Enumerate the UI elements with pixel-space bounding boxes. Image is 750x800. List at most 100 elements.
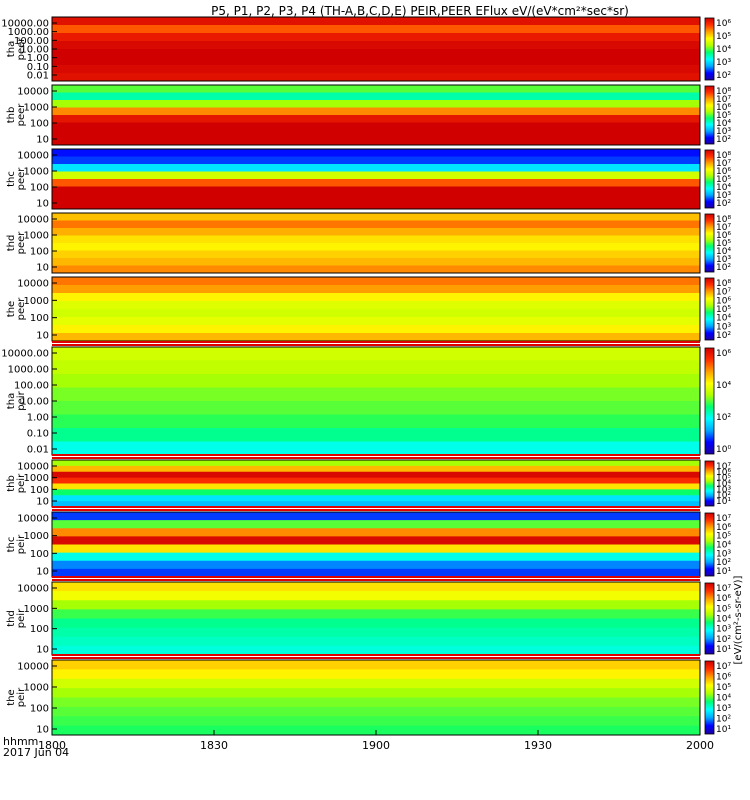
ytick-label: 0.10 xyxy=(27,429,49,440)
colorbar-tick-label: 10⁶ xyxy=(716,349,731,359)
xtick-label: 1900 xyxy=(362,739,390,752)
spectrogram-band xyxy=(52,660,700,670)
ytick-label: 100 xyxy=(30,485,49,496)
ylabel-product: peir xyxy=(16,687,27,707)
ytick-label: 10 xyxy=(36,725,49,736)
colorbar-tick-label: 10³ xyxy=(716,625,731,635)
colorbar-tick-label: 10⁷ xyxy=(716,514,731,524)
spectrogram-band xyxy=(52,92,700,101)
ylabel-product: peir xyxy=(16,608,27,628)
ytick-label: 10000 xyxy=(17,279,49,290)
panel-ylabel: thcpeer xyxy=(6,167,27,191)
spectrogram-band xyxy=(52,201,700,210)
ytick-label: 10 xyxy=(36,645,49,656)
ytick-label: 0.01 xyxy=(27,71,49,82)
ytick-label: 1000 xyxy=(24,296,49,307)
colorbar-tick-label: 10² xyxy=(716,635,731,645)
spectrogram-band xyxy=(52,228,700,236)
spectrogram-band xyxy=(52,235,700,244)
panel-ylabel: thapeer xyxy=(6,37,27,61)
ytick-label: 1000.00 xyxy=(8,27,49,38)
ylabel-probe: thd xyxy=(6,235,17,252)
panel-ylabel: thbpeir xyxy=(6,473,27,493)
ylabel-product: peer xyxy=(16,167,27,191)
separator-strip xyxy=(52,657,700,659)
colorbar-tick-label: 10⁴ xyxy=(716,541,731,551)
colorbar-tick-label: 10³ xyxy=(716,704,731,714)
spectrogram-band xyxy=(52,186,700,195)
ylabel-product: peer xyxy=(16,37,27,61)
colorbar-tick-label: 10⁵ xyxy=(716,175,731,185)
spectrogram-band xyxy=(52,285,700,294)
colorbar-tick-label: 10³ xyxy=(716,255,731,265)
spectrogram-band xyxy=(52,156,700,165)
spectrogram-band xyxy=(52,220,700,229)
separator-strip xyxy=(52,576,700,578)
spectrogram-band xyxy=(52,213,700,221)
ylabel-probe: tha xyxy=(6,41,17,57)
ytick-label: 100 xyxy=(30,119,49,130)
colorbar-tick-label: 10⁴ xyxy=(716,314,731,324)
spectrogram-band xyxy=(52,149,700,157)
xtick-label: 1830 xyxy=(200,739,228,752)
ytick-label: 10 xyxy=(36,263,49,274)
ytick-label: 1000 xyxy=(24,531,49,542)
colorbar-tick-label: 10⁴ xyxy=(716,45,731,55)
colorbar-tick-label: 10⁶ xyxy=(716,103,731,113)
panel-thc-peer: thcpeer 10000 1000 100 10 10⁸10⁷10⁶10⁵10⁴10³1… xyxy=(6,148,731,210)
spectrogram-band xyxy=(52,495,700,502)
spectrogram-band xyxy=(52,122,700,131)
colorbar-tick-label: 10² xyxy=(716,199,731,209)
colorbar-tick-label: 10³ xyxy=(716,58,731,68)
colorbar-tick-label: 10⁴ xyxy=(716,381,731,391)
xtick-label: 2000 xyxy=(686,739,714,752)
colorbar-tick-label: 10⁴ xyxy=(716,615,731,625)
colorbar-tick-label: 10⁶ xyxy=(716,296,731,306)
colorbar-tick-label: 10⁵ xyxy=(716,474,731,484)
spectrogram-band xyxy=(52,678,700,689)
spectrogram-band xyxy=(52,582,700,592)
ytick-label: 1000 xyxy=(24,473,49,484)
spectrogram-band xyxy=(52,347,700,361)
spectrogram-band xyxy=(52,265,700,274)
spectrogram-band xyxy=(52,536,700,546)
panel-ylabel: thepeer xyxy=(6,297,27,321)
colorbar-tick-label: 10⁷ xyxy=(716,95,731,105)
ylabel-probe: tha xyxy=(6,393,17,409)
ylabel-product: peer xyxy=(16,231,27,255)
ylabel-product: peir xyxy=(16,473,27,493)
ytick-label: 1000 xyxy=(24,231,49,242)
separator-strip xyxy=(52,454,700,456)
spectrogram-band xyxy=(52,115,700,123)
spectrogram-band xyxy=(52,258,700,266)
panel-thd-peer: thdpeer 10000 1000 100 10 10⁸10⁷10⁶10⁵10⁴10³1… xyxy=(6,212,731,274)
ylabel-probe: the xyxy=(6,689,17,705)
colorbar-tick-label: 10¹ xyxy=(716,645,731,655)
spectrogram-band xyxy=(52,130,700,138)
panel-frame xyxy=(51,212,701,274)
spectrogram-band xyxy=(52,243,700,251)
ytick-label: 1000 xyxy=(24,683,49,694)
colorbar-tick-label: 10⁶ xyxy=(716,167,731,177)
colorbar xyxy=(704,213,715,273)
spectrogram-band xyxy=(52,688,700,699)
ytick-label: 100.00 xyxy=(14,36,49,47)
spectrogram-band xyxy=(52,477,700,485)
spectrogram-band xyxy=(52,301,700,310)
colorbar-tick-label: 10⁴ xyxy=(716,183,731,193)
ytick-label: 100.00 xyxy=(14,381,49,392)
spectrogram-band xyxy=(52,100,700,108)
colorbar-tick-label: 10² xyxy=(716,715,731,725)
ytick-label: 10000 xyxy=(17,87,49,98)
spectrogram-band xyxy=(52,137,700,146)
ytick-label: 10.00 xyxy=(20,45,49,56)
colorbar-tick-label: 10⁵ xyxy=(716,604,731,614)
spectrogram-band xyxy=(52,309,700,318)
xtick-label: 1800 xyxy=(38,739,66,752)
colorbar-tick-label: 10⁵ xyxy=(716,305,731,315)
colorbar-tick-label: 10⁶ xyxy=(716,673,731,683)
ylabel-probe: thc xyxy=(6,537,17,553)
colorbar-tick-label: 10² xyxy=(716,558,731,568)
colorbar-tick-label: 10⁶ xyxy=(716,19,731,29)
ytick-label: 10.00 xyxy=(20,397,49,408)
